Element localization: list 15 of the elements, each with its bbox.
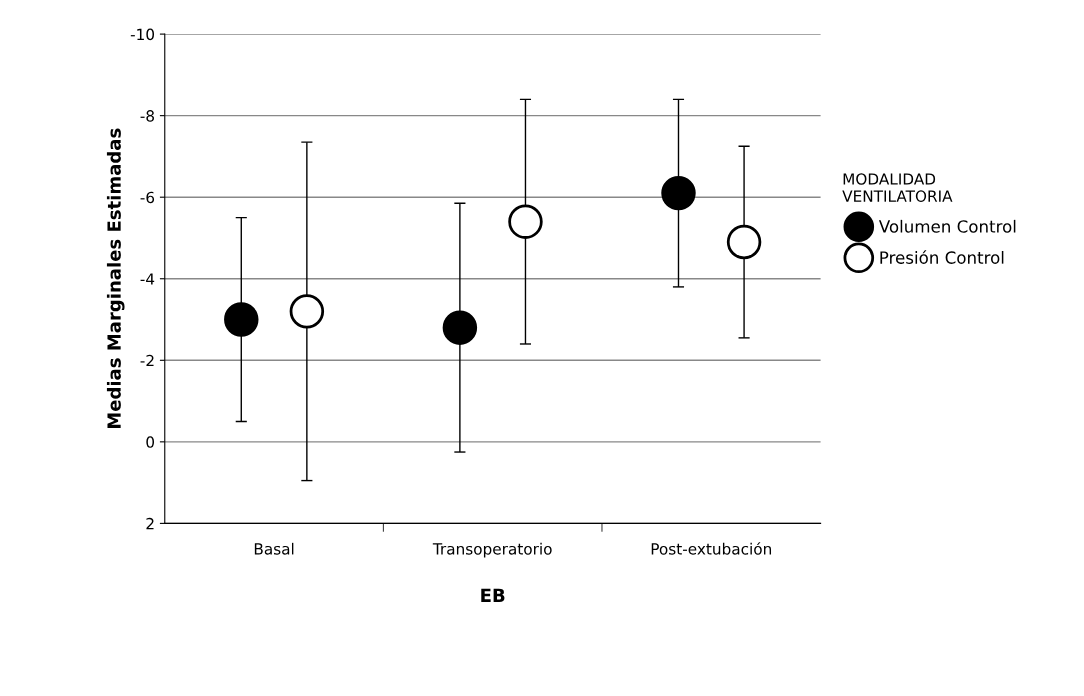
x-tick-label: Basal — [254, 542, 294, 555]
y-tick-label: 2 — [146, 517, 154, 530]
y-axis-title: Medias Marginales Estimadas — [106, 128, 125, 429]
y-tick-label: -6 — [140, 191, 155, 204]
legend-title: MODALIDAD VENTILATORIA — [842, 173, 953, 202]
x-tick-label: Post-extubación — [651, 542, 772, 555]
legend-label: Presión Control — [880, 250, 1004, 264]
legend-label: Volumen Control — [878, 219, 1016, 233]
y-tick-label: -8 — [140, 110, 154, 122]
y-tick-label: -4 — [140, 273, 155, 285]
x-tick-label: Transoperatorio — [432, 542, 552, 558]
x-axis-title: EB — [481, 588, 505, 602]
y-tick-label: -10 — [130, 28, 155, 41]
y-tick-label: 0 — [146, 436, 155, 448]
y-tick-label: -2 — [140, 354, 154, 367]
